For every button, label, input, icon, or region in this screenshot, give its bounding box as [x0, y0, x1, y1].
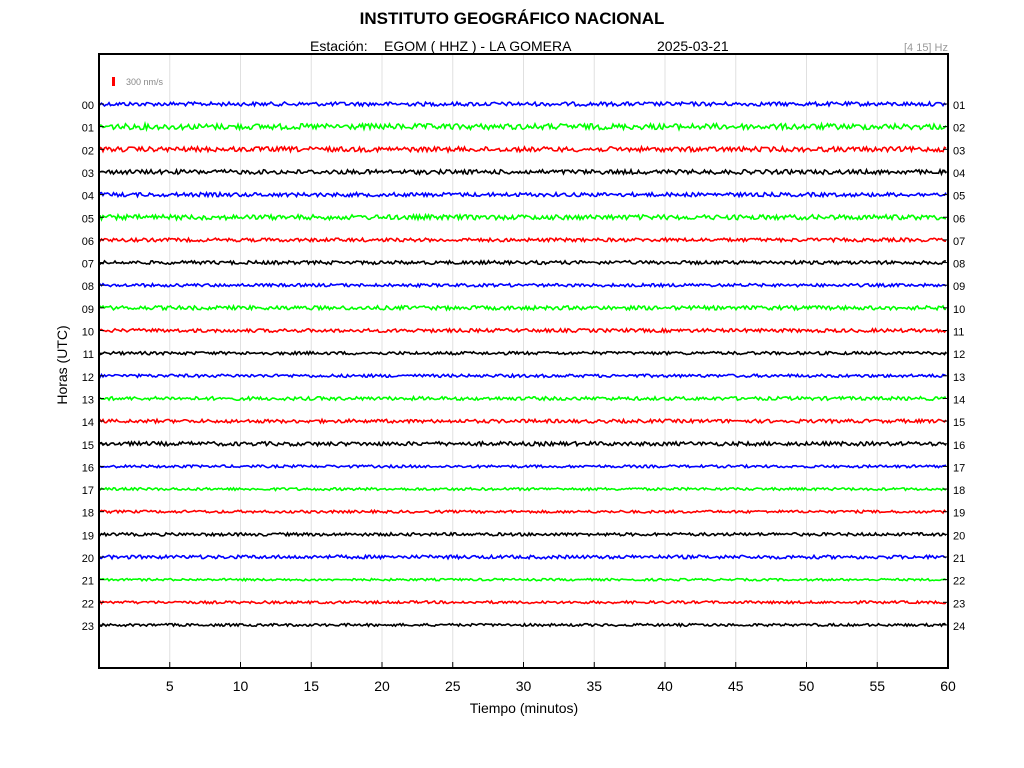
- x-tick-label: 10: [233, 678, 249, 694]
- right-hour-label: 23: [953, 598, 965, 610]
- trace-hour-09: [99, 303, 947, 312]
- left-hour-label: 08: [82, 281, 94, 293]
- trace-hour-01: [99, 120, 947, 133]
- trace-hour-05: [99, 212, 947, 222]
- filter-band: [4 15] Hz: [903, 42, 948, 54]
- x-tick-label: 45: [728, 678, 744, 694]
- left-hour-label: 14: [82, 417, 94, 429]
- left-hour-label: 18: [82, 508, 94, 520]
- right-hour-label: 22: [953, 576, 965, 588]
- trace-hour-23: [99, 622, 947, 628]
- trace-hour-06: [99, 236, 947, 244]
- left-hour-label: 05: [82, 213, 94, 225]
- right-hour-label: 12: [953, 349, 965, 361]
- right-hour-label: 03: [953, 145, 965, 157]
- right-hour-label: 24: [953, 621, 965, 633]
- right-hour-label: 18: [953, 485, 965, 497]
- chart-title: INSTITUTO GEOGRÁFICO NACIONAL: [359, 9, 665, 28]
- ticks: 5 10 15 20 25 30 35 40 45 50 55 60 00 01 01 02 02 03 03 04 0…: [82, 100, 966, 694]
- trace-hour-11: [99, 350, 947, 357]
- trace-hour-00: [99, 100, 947, 108]
- right-hour-label: 11: [953, 327, 964, 339]
- left-hour-label: 11: [83, 349, 94, 361]
- right-hour-label: 09: [953, 281, 965, 293]
- right-hour-label: 15: [953, 417, 965, 429]
- date-label: 2025-03-21: [657, 38, 729, 54]
- trace-hour-02: [99, 144, 947, 154]
- left-hour-label: 12: [82, 372, 94, 384]
- station-label: Estación:: [310, 38, 368, 54]
- x-tick-label: 25: [445, 678, 461, 694]
- traces: [99, 100, 947, 628]
- x-tick-label: 40: [657, 678, 673, 694]
- scale-bar: [112, 77, 115, 86]
- left-hour-label: 17: [82, 485, 94, 497]
- left-hour-label: 01: [82, 123, 94, 135]
- left-hour-label: 15: [82, 440, 94, 452]
- left-hour-label: 00: [82, 100, 94, 112]
- left-hour-label: 09: [82, 304, 94, 316]
- trace-hour-15: [99, 439, 947, 448]
- right-hour-label: 16: [953, 440, 965, 452]
- trace-hour-16: [99, 463, 947, 470]
- left-hour-label: 23: [82, 621, 94, 633]
- right-hour-label: 20: [953, 530, 965, 542]
- x-tick-label: 20: [374, 678, 390, 694]
- left-hour-label: 04: [82, 191, 94, 203]
- left-hour-label: 16: [82, 462, 94, 474]
- trace-hour-08: [99, 282, 947, 289]
- left-hour-label: 07: [82, 259, 94, 271]
- trace-hour-13: [99, 394, 947, 402]
- right-hour-label: 21: [953, 553, 965, 565]
- right-hour-label: 17: [953, 462, 965, 474]
- station-name: EGOM ( HHZ ) - LA GOMERA: [384, 38, 572, 54]
- trace-hour-20: [99, 553, 947, 561]
- x-tick-label: 60: [940, 678, 956, 694]
- right-hour-label: 02: [953, 123, 965, 135]
- trace-hour-22: [99, 598, 947, 606]
- scale-label: 300 nm/s: [126, 77, 164, 87]
- right-hour-label: 10: [953, 304, 965, 316]
- x-tick-label: 35: [586, 678, 602, 694]
- grid-lines: [169, 54, 949, 668]
- left-hour-label: 13: [82, 394, 94, 406]
- trace-hour-21: [99, 577, 947, 583]
- trace-hour-14: [99, 417, 947, 425]
- x-axis-label: Tiempo (minutos): [469, 700, 579, 716]
- left-hour-label: 03: [82, 168, 94, 180]
- left-hour-label: 19: [82, 530, 94, 542]
- trace-hour-03: [99, 167, 947, 177]
- right-hour-label: 14: [953, 394, 965, 406]
- right-hour-label: 04: [953, 168, 965, 180]
- right-hour-label: 08: [953, 259, 965, 271]
- left-hour-label: 20: [82, 553, 94, 565]
- trace-hour-12: [99, 372, 947, 381]
- x-tick-label: 50: [799, 678, 815, 694]
- left-hour-label: 02: [82, 145, 94, 157]
- left-hour-label: 22: [82, 598, 94, 610]
- trace-hour-19: [99, 531, 947, 538]
- trace-hour-10: [99, 326, 947, 334]
- x-tick-label: 5: [166, 678, 174, 694]
- right-hour-label: 13: [953, 372, 965, 384]
- plot-frame: [98, 53, 949, 669]
- trace-hour-17: [99, 486, 947, 493]
- x-tick-label: 15: [303, 678, 319, 694]
- right-hour-label: 05: [953, 191, 965, 203]
- trace-hour-07: [99, 259, 947, 267]
- right-hour-label: 19: [953, 508, 965, 520]
- x-tick-label: 55: [869, 678, 885, 694]
- right-hour-label: 07: [953, 236, 965, 248]
- left-hour-label: 21: [82, 576, 94, 588]
- right-hour-label: 06: [953, 213, 965, 225]
- right-hour-label: 01: [953, 100, 965, 112]
- trace-hour-04: [99, 190, 947, 199]
- trace-hour-18: [99, 508, 947, 515]
- x-tick-label: 30: [516, 678, 532, 694]
- left-hour-label: 10: [82, 327, 94, 339]
- left-hour-label: 06: [82, 236, 94, 248]
